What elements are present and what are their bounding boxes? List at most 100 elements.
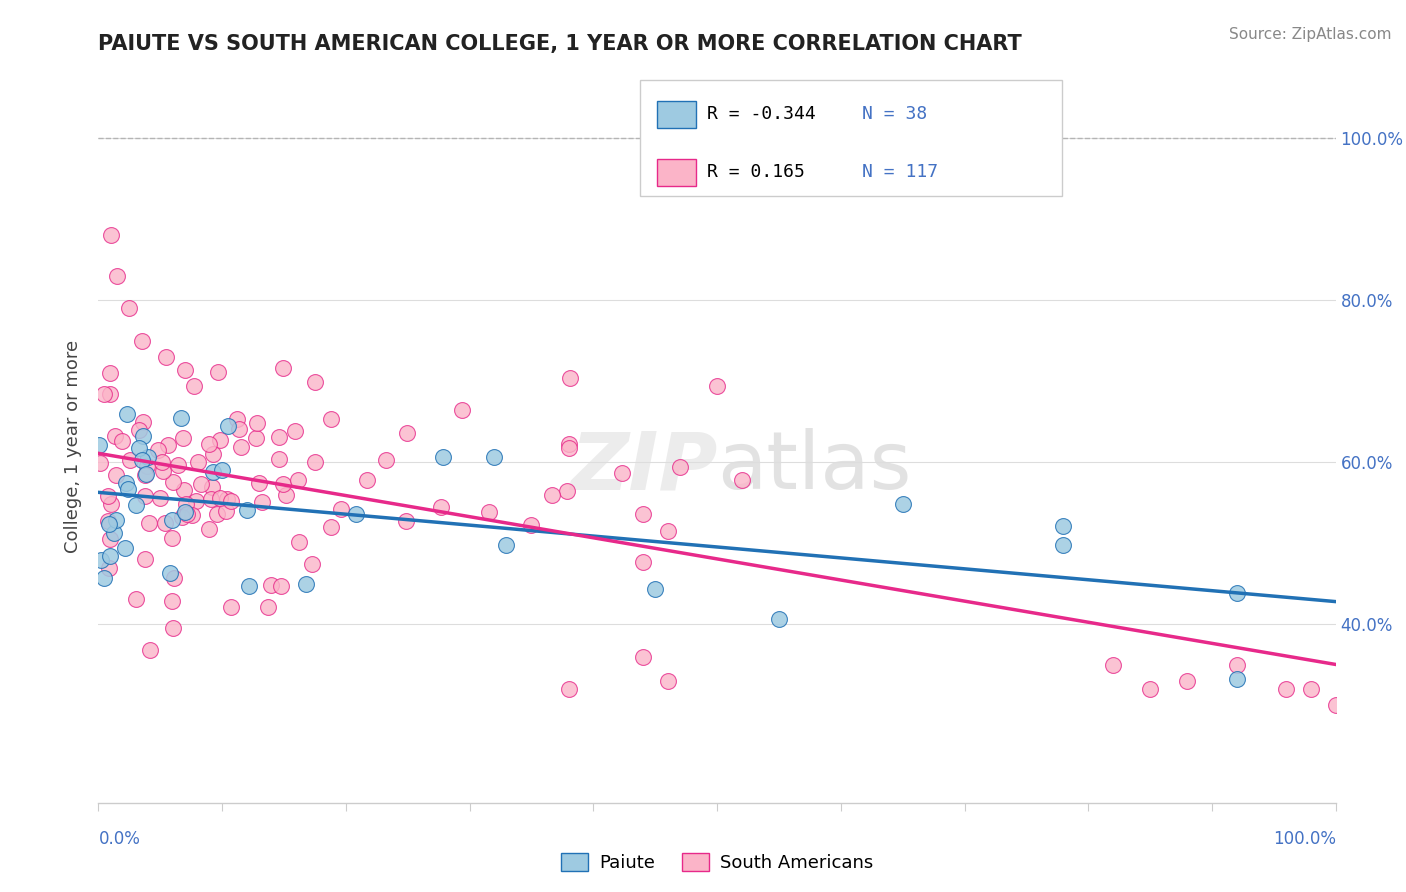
Y-axis label: College, 1 year or more: College, 1 year or more (65, 340, 83, 552)
Point (219, 599, 242, 614)
Point (200, 492, 222, 507)
Point (287, 473, 309, 487)
Point (271, 361, 294, 376)
Point (103, 525, 125, 540)
Point (295, 577, 318, 591)
Point (1175, 674, 1198, 689)
Point (93, 571, 115, 585)
Point (235, 503, 257, 517)
Point (557, 441, 579, 455)
Point (128, 441, 150, 455)
Point (132, 428, 155, 442)
Point (657, 674, 679, 689)
Point (155, 516, 177, 530)
Point (160, 513, 183, 527)
Point (125, 498, 148, 512)
Text: 0.0%: 0.0% (98, 830, 141, 847)
Point (87, 438, 110, 452)
Point (270, 579, 292, 593)
Point (260, 578, 283, 592)
Point (160, 531, 183, 545)
Point (274, 488, 297, 502)
Point (228, 422, 250, 436)
Point (215, 491, 238, 506)
Text: 100.0%: 100.0% (1272, 830, 1336, 847)
Point (104, 429, 127, 443)
Point (118, 452, 141, 467)
Point (134, 552, 156, 566)
Point (215, 504, 238, 518)
Point (1226, 657, 1249, 672)
Point (172, 431, 194, 445)
Point (148, 443, 170, 458)
Point (557, 437, 579, 451)
Point (451, 403, 474, 417)
Point (134, 467, 156, 482)
Point (1052, 518, 1074, 533)
Point (1139, 682, 1161, 697)
Point (111, 434, 134, 449)
Point (891, 497, 914, 511)
Point (478, 505, 501, 519)
Point (160, 594, 183, 608)
Point (174, 496, 197, 510)
Point (201, 446, 224, 460)
Point (98, 386, 121, 401)
Point (209, 491, 232, 506)
Point (104, 513, 127, 527)
Text: Source: ZipAtlas.com: Source: ZipAtlas.com (1229, 27, 1392, 42)
Text: atlas: atlas (717, 428, 911, 507)
Point (267, 430, 290, 444)
Point (246, 416, 269, 430)
Point (190, 477, 212, 491)
Point (731, 473, 754, 487)
Point (321, 519, 343, 533)
Point (557, 682, 579, 697)
Point (205, 507, 228, 521)
Point (284, 424, 307, 438)
Point (162, 475, 184, 489)
Point (131, 453, 153, 467)
Point (148, 491, 170, 505)
Text: R = -0.344: R = -0.344 (707, 105, 815, 123)
Point (396, 425, 419, 440)
Point (125, 592, 148, 607)
Point (173, 505, 195, 519)
Point (225, 412, 247, 426)
Point (247, 476, 270, 491)
Point (162, 621, 184, 635)
Point (173, 483, 195, 497)
Point (117, 482, 139, 496)
Point (252, 495, 274, 509)
Point (98, 516, 121, 531)
Point (245, 431, 267, 445)
Point (135, 458, 157, 473)
Point (430, 500, 453, 514)
Text: N = 117: N = 117 (862, 163, 938, 181)
Point (187, 455, 209, 469)
Point (131, 334, 153, 348)
Point (138, 516, 160, 530)
Text: ZIP: ZIP (569, 428, 717, 507)
Point (221, 493, 243, 508)
Point (287, 535, 309, 549)
Point (1324, 698, 1347, 713)
Point (304, 455, 326, 469)
Point (134, 489, 156, 503)
Point (768, 612, 790, 626)
Point (1275, 682, 1298, 697)
Point (97, 514, 120, 528)
Point (170, 510, 193, 524)
Point (115, 476, 138, 491)
Point (100, 497, 122, 511)
Point (100, 228, 122, 243)
Point (105, 268, 128, 283)
Point (375, 452, 398, 467)
Point (267, 451, 290, 466)
Point (304, 375, 326, 389)
Point (118, 301, 141, 315)
Point (541, 488, 564, 502)
Point (157, 438, 180, 452)
Point (1299, 682, 1322, 697)
Point (104, 468, 127, 483)
